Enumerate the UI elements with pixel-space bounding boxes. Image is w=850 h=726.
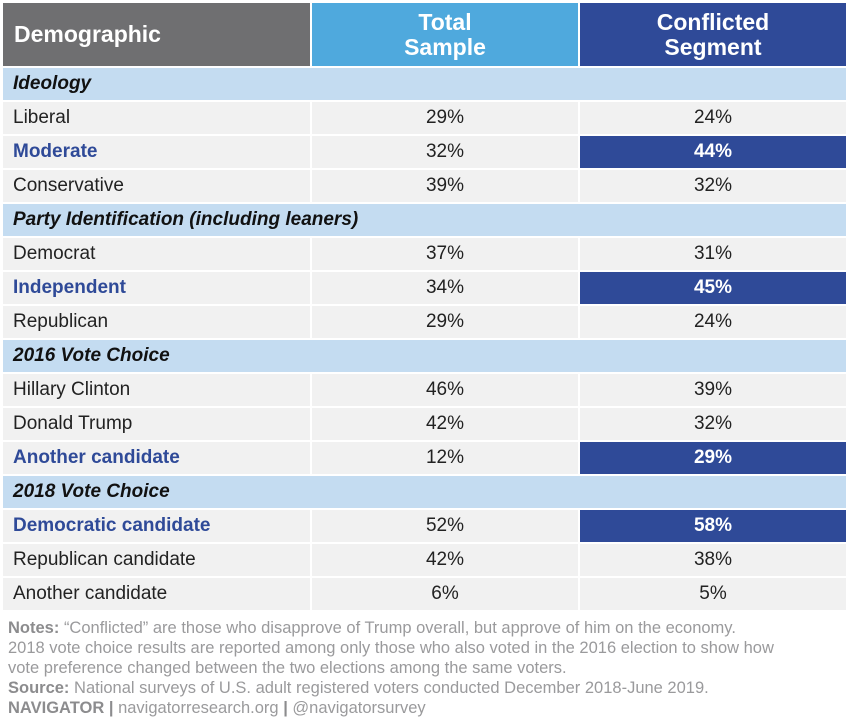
table-row: Republican candidate 42% 38% bbox=[3, 542, 846, 577]
source-label: Source: bbox=[8, 679, 70, 697]
section-title: 2016 Vote Choice bbox=[3, 338, 846, 373]
section-row: 2018 Vote Choice bbox=[3, 474, 846, 509]
row-label: Democratic candidate bbox=[3, 508, 312, 543]
footer-notes: Notes: “Conflicted” are those who disapp… bbox=[8, 618, 844, 718]
header-total-sample: Total Sample bbox=[311, 3, 580, 67]
section-title: Party Identification (including leaners) bbox=[3, 202, 846, 237]
table-row: Moderate 32% 44% bbox=[3, 134, 846, 169]
notes-label: Notes: bbox=[8, 619, 60, 637]
separator: | bbox=[108, 699, 114, 717]
header-conflicted-line1: Conflicted bbox=[656, 8, 770, 35]
table-row: Independent 34% 45% bbox=[3, 270, 846, 305]
row-label: Republican bbox=[3, 304, 312, 339]
total-sample-value: 52% bbox=[311, 508, 580, 543]
row-label: Independent bbox=[3, 270, 312, 305]
notes-text-1: “Conflicted” are those who disapprove of… bbox=[63, 619, 736, 637]
section-title: Ideology bbox=[3, 66, 846, 101]
conflicted-segment-value: 44% bbox=[579, 134, 846, 169]
total-sample-value: 42% bbox=[311, 406, 580, 441]
conflicted-segment-value: 32% bbox=[579, 406, 846, 441]
total-sample-value: 29% bbox=[311, 304, 580, 339]
total-sample-value: 12% bbox=[311, 440, 580, 475]
separator: | bbox=[283, 699, 288, 717]
total-sample-value: 42% bbox=[311, 542, 580, 577]
row-label: Conservative bbox=[3, 168, 312, 203]
row-label: Donald Trump bbox=[3, 406, 312, 441]
conflicted-segment-value: 24% bbox=[579, 304, 846, 339]
conflicted-segment-value: 38% bbox=[579, 542, 846, 577]
row-label: Another candidate bbox=[3, 440, 312, 475]
row-label: Democrat bbox=[3, 236, 312, 271]
total-sample-value: 34% bbox=[311, 270, 580, 305]
conflicted-segment-value: 58% bbox=[579, 508, 846, 543]
source-text: National surveys of U.S. adult registere… bbox=[74, 679, 709, 697]
section-row: Party Identification (including leaners) bbox=[3, 202, 846, 237]
table-row: Democrat 37% 31% bbox=[3, 236, 846, 271]
conflicted-segment-value: 29% bbox=[579, 440, 846, 475]
table-row: Donald Trump 42% 32% bbox=[3, 406, 846, 441]
row-label: Moderate bbox=[3, 134, 312, 169]
website-link[interactable]: navigatorresearch.org bbox=[118, 699, 279, 717]
brand-line: NAVIGATOR | navigatorresearch.org | @nav… bbox=[8, 698, 844, 718]
table-row: Democratic candidate 52% 58% bbox=[3, 508, 846, 543]
table-body: Ideology Liberal 29% 24% Moderate 32% 44% Conse… bbox=[3, 66, 846, 610]
row-label: Liberal bbox=[3, 100, 312, 135]
total-sample-value: 37% bbox=[311, 236, 580, 271]
header-conflicted-line2: Segment bbox=[664, 33, 762, 60]
section-row: 2016 Vote Choice bbox=[3, 338, 846, 373]
header-total-line1: Total bbox=[418, 8, 472, 35]
notes-line-2: 2018 vote choice results are reported am… bbox=[8, 639, 774, 657]
brand-name: NAVIGATOR bbox=[8, 699, 105, 717]
row-label: Republican candidate bbox=[3, 542, 312, 577]
conflicted-segment-value: 45% bbox=[579, 270, 846, 305]
conflicted-segment-value: 39% bbox=[579, 372, 846, 407]
notes-line-1: Notes: “Conflicted” are those who disapp… bbox=[8, 618, 844, 638]
total-sample-value: 6% bbox=[311, 576, 580, 610]
conflicted-segment-value: 24% bbox=[579, 100, 846, 135]
table-row: Republican 29% 24% bbox=[3, 304, 846, 339]
header-conflicted-segment: Conflicted Segment bbox=[579, 3, 846, 67]
source-line: Source: National surveys of U.S. adult r… bbox=[8, 678, 844, 698]
section-row: Ideology bbox=[3, 66, 846, 101]
conflicted-segment-value: 5% bbox=[579, 576, 846, 610]
table-row: Another candidate 6% 5% bbox=[3, 576, 846, 610]
total-sample-value: 39% bbox=[311, 168, 580, 203]
notes-line-3: vote preference changed between the two … bbox=[8, 659, 567, 677]
row-label: Hillary Clinton bbox=[3, 372, 312, 407]
total-sample-value: 32% bbox=[311, 134, 580, 169]
table-row: Liberal 29% 24% bbox=[3, 100, 846, 135]
header-demographic: Demographic bbox=[3, 3, 312, 67]
data-table: Demographic Total Sample Conflicted Segm… bbox=[3, 3, 846, 610]
total-sample-value: 46% bbox=[311, 372, 580, 407]
total-sample-value: 29% bbox=[311, 100, 580, 135]
header-total-line2: Sample bbox=[404, 33, 486, 60]
section-title: 2018 Vote Choice bbox=[3, 474, 846, 509]
conflicted-segment-value: 32% bbox=[579, 168, 846, 203]
table-row: Hillary Clinton 46% 39% bbox=[3, 372, 846, 407]
social-handle[interactable]: @navigatorsurvey bbox=[292, 699, 426, 717]
table-row: Conservative 39% 32% bbox=[3, 168, 846, 203]
conflicted-segment-value: 31% bbox=[579, 236, 846, 271]
table-row: Another candidate 12% 29% bbox=[3, 440, 846, 475]
row-label: Another candidate bbox=[3, 576, 312, 610]
table-header-row: Demographic Total Sample Conflicted Segm… bbox=[3, 3, 846, 67]
